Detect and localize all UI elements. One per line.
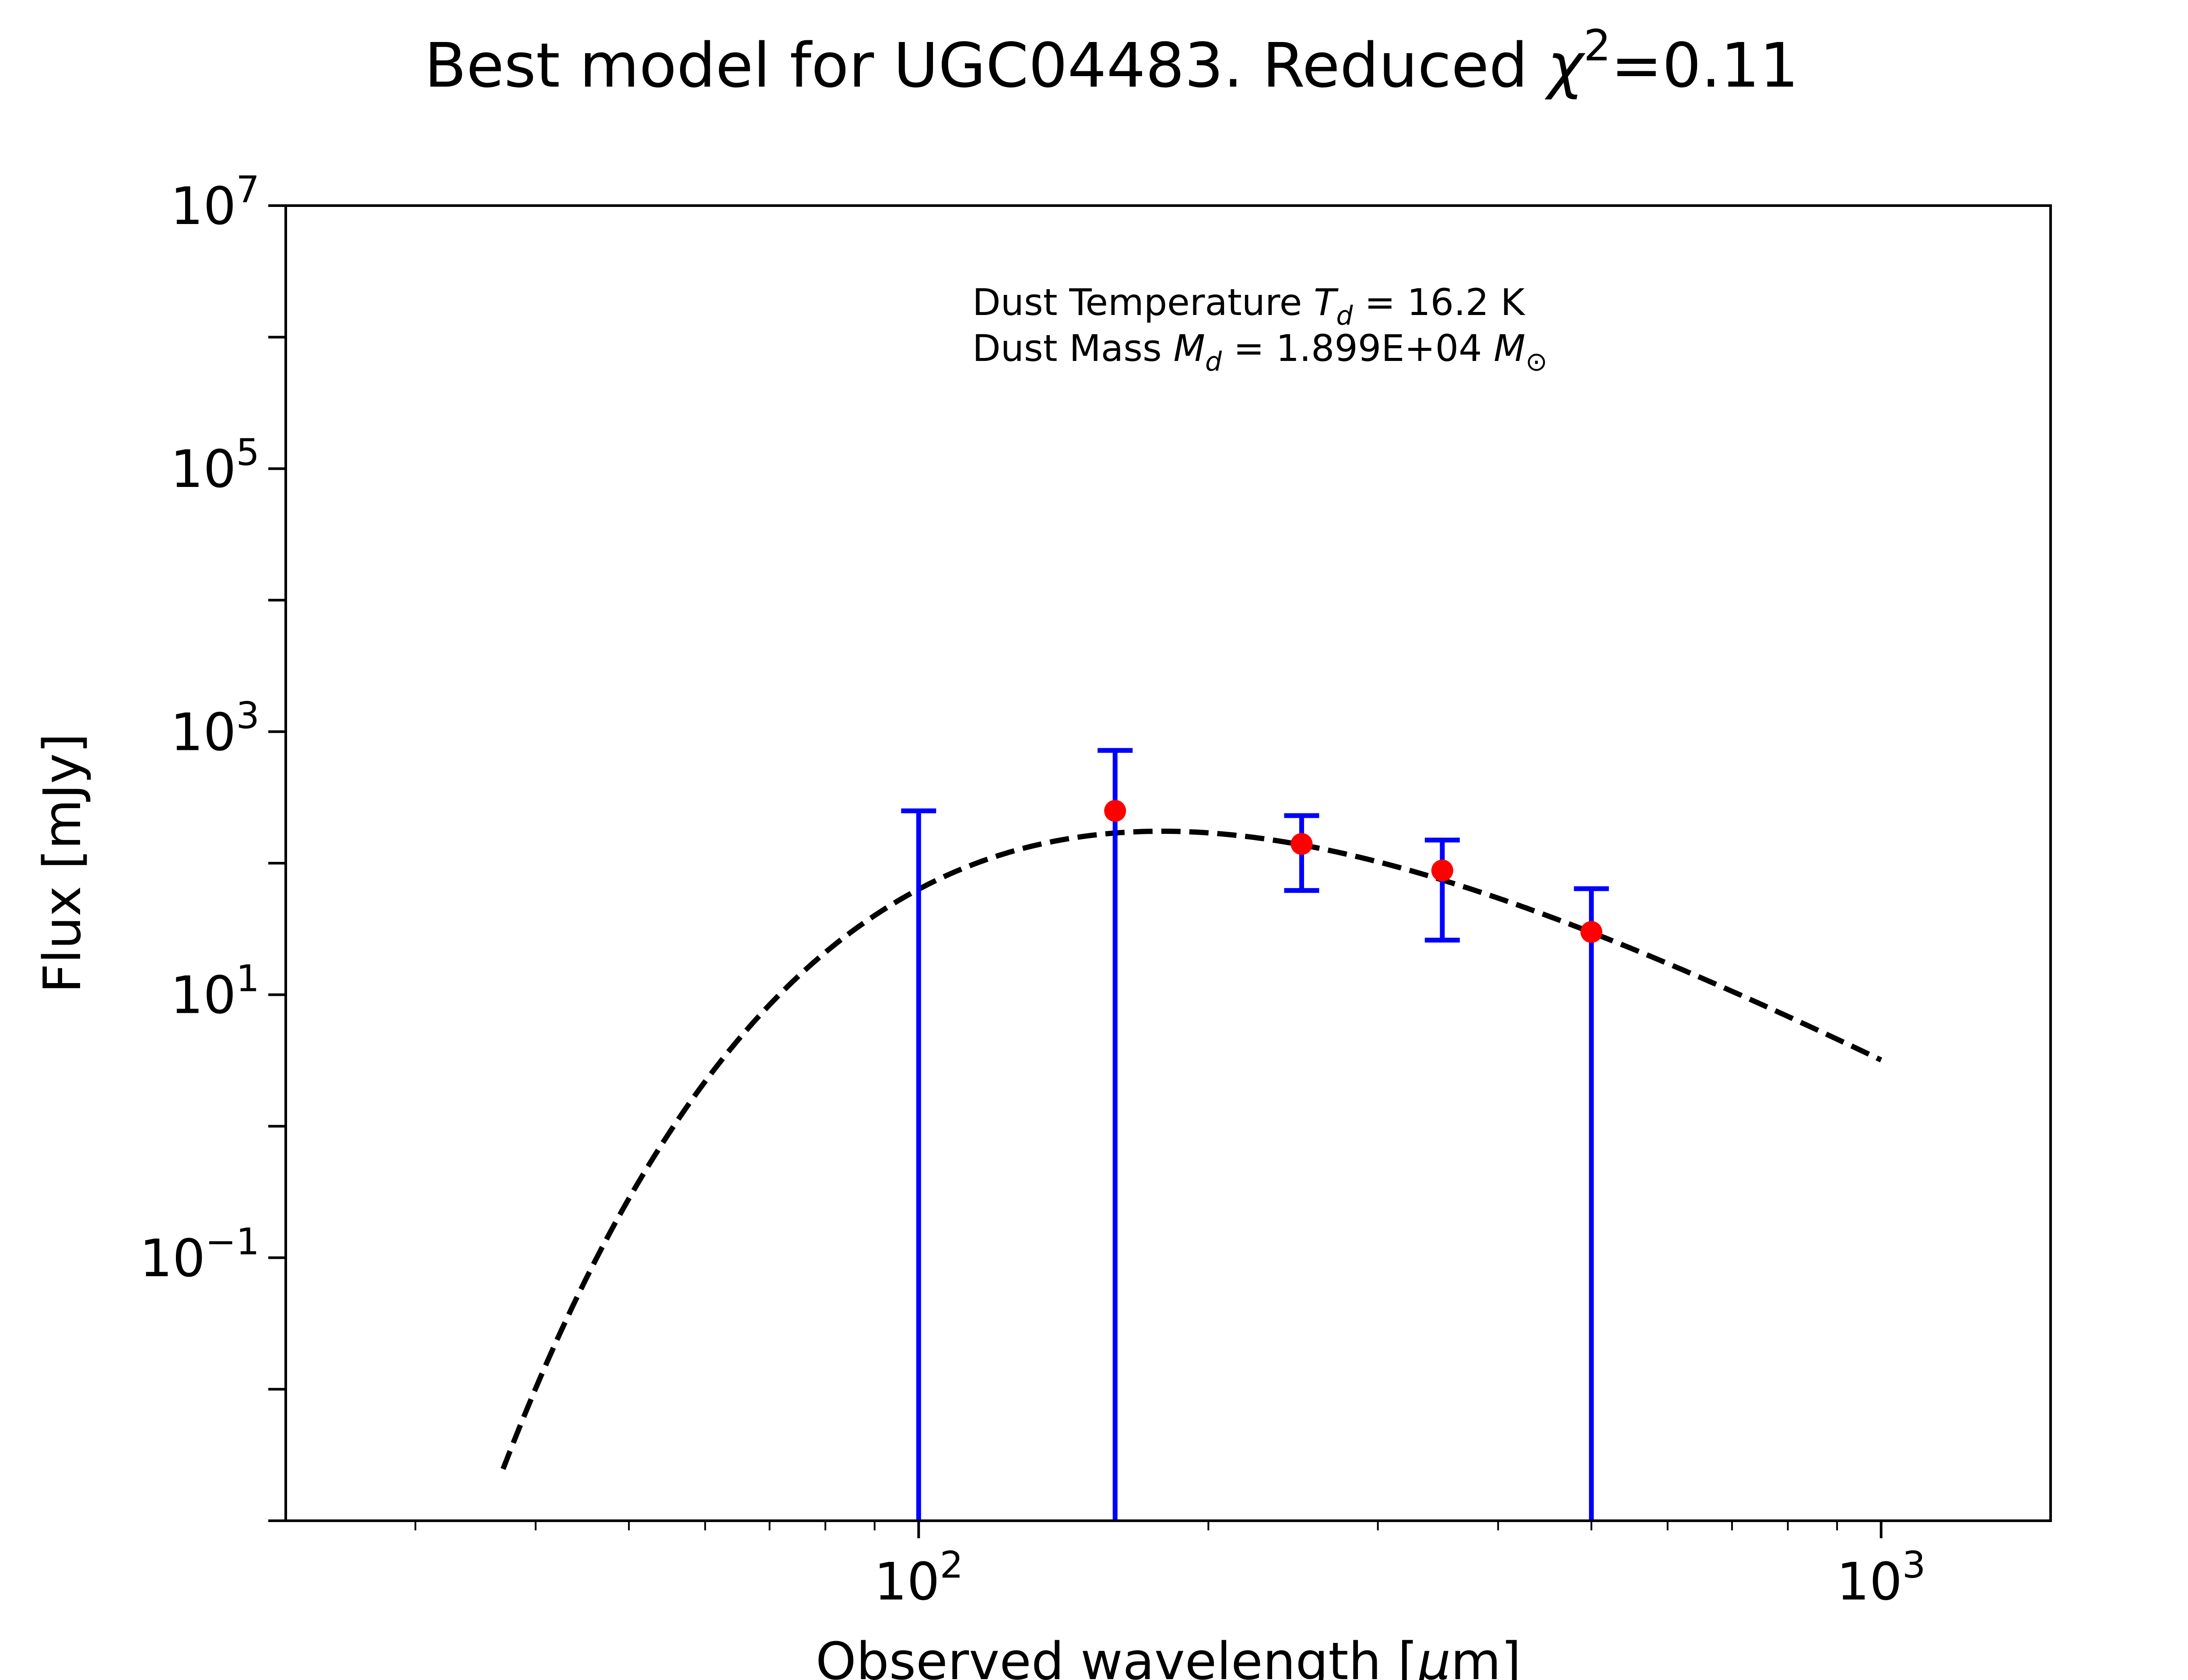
title-value: =0.11 bbox=[1611, 30, 1799, 102]
x-tick-label: 102 bbox=[874, 1544, 963, 1612]
fit-annotation: Dust Temperature Td = 16.2 K Dust Mass M… bbox=[972, 281, 1547, 377]
x-axis-label-mu: μ bbox=[1417, 1631, 1451, 1680]
x-axis-ticks: 102 103 bbox=[414, 1521, 1926, 1612]
data-point bbox=[1290, 833, 1313, 855]
dust-temperature-subscript: d bbox=[1336, 301, 1353, 331]
axes-frame bbox=[284, 204, 2052, 1522]
model-curve bbox=[501, 828, 1883, 1470]
title-prefix: Best model for UGC04483. Reduced bbox=[424, 30, 1547, 102]
y-tick-label: 103 bbox=[170, 694, 259, 762]
dust-mass-label: Dust Mass Md = 1.899E+04 M⊙ bbox=[972, 327, 1547, 377]
y-tick-label: 107 bbox=[170, 168, 259, 236]
y-axis-ticks: 10−1 101 103 105 107 bbox=[140, 168, 286, 1522]
dust-mass-subscript: d bbox=[1205, 346, 1222, 377]
x-axis-label: Observed wavelength [μm] bbox=[816, 1631, 1521, 1680]
title-chi-symbol: χ bbox=[1544, 30, 1586, 102]
dust-mass-value: = 1.899E+04 bbox=[1222, 327, 1494, 370]
chart-title: Best model for UGC04483. Reduced χ2=0.11 bbox=[424, 21, 1799, 102]
data-point bbox=[1104, 800, 1126, 822]
dust-mass-unit-symbol: M bbox=[1494, 327, 1525, 370]
data-point bbox=[1431, 859, 1453, 882]
y-tick-label: 101 bbox=[170, 957, 259, 1026]
dust-temperature-symbol: T bbox=[1314, 281, 1339, 324]
dust-temperature-prefix: Dust Temperature bbox=[972, 281, 1314, 324]
dust-temperature-label: Dust Temperature Td = 16.2 K bbox=[972, 281, 1525, 331]
plot-area bbox=[501, 748, 1883, 1521]
x-axis-label-prefix: Observed wavelength [ bbox=[816, 1631, 1418, 1680]
dust-mass-symbol: M bbox=[1174, 327, 1205, 370]
x-tick-label: 103 bbox=[1837, 1544, 1926, 1612]
title-superscript: 2 bbox=[1584, 21, 1611, 71]
dust-mass-unit-subscript: ⊙ bbox=[1525, 346, 1547, 377]
x-axis-label-suffix: m] bbox=[1451, 1631, 1521, 1680]
y-axis-label: Flux [mJy] bbox=[32, 733, 92, 993]
y-tick-label: 10−1 bbox=[140, 1220, 259, 1288]
data-point bbox=[1580, 921, 1602, 943]
dust-temperature-value: = 16.2 K bbox=[1353, 281, 1526, 324]
dust-mass-prefix: Dust Mass bbox=[972, 327, 1174, 370]
y-tick-label: 105 bbox=[170, 431, 259, 499]
